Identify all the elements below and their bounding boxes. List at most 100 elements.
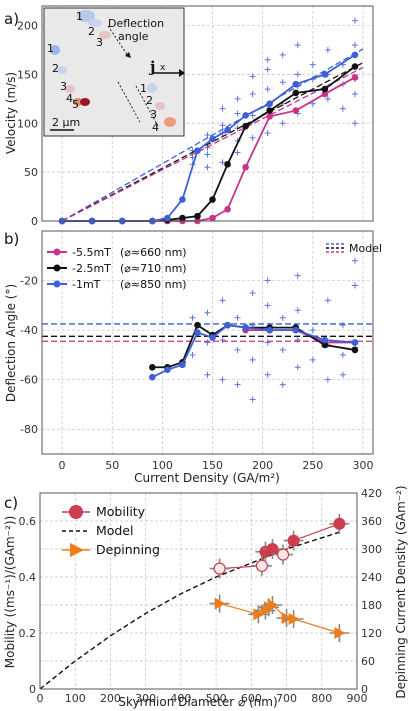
panel-b-scatter-point xyxy=(324,376,331,383)
panel-b-series xyxy=(149,321,359,381)
panel-a-data-point xyxy=(351,51,359,59)
panel-c-y-ticks: 0 0.2 0.4 0.6 xyxy=(19,515,37,696)
panel-c-ytick-right-label: 420 xyxy=(361,487,382,500)
panel-a-data-point xyxy=(179,214,186,222)
legend-depinning-label: Depinning xyxy=(96,542,160,557)
legend-model-label: Model xyxy=(96,523,134,538)
panel-a-data-point xyxy=(242,122,249,130)
panel-b-scatter-point xyxy=(339,371,346,378)
panel-a-ylabel: Velocity (m/s) xyxy=(4,72,18,154)
panel-c-mobility-point xyxy=(213,562,226,575)
panel-b-frame xyxy=(41,230,374,455)
panel-a-scatter-point xyxy=(204,144,211,151)
inset-skyrmion xyxy=(88,19,102,27)
panel-a-scatter-point xyxy=(351,17,358,24)
panel-a-scatter-point xyxy=(264,56,271,63)
panel-c-model-line xyxy=(39,531,340,690)
panel-b-scatter-point xyxy=(249,396,256,403)
panel-b-ytick-label: -80 xyxy=(20,423,38,436)
inset-skyrmion xyxy=(77,10,95,22)
panel-a-data-point xyxy=(194,212,201,220)
panel-a-scatter-point xyxy=(351,120,358,127)
inset-title-line2: angle xyxy=(118,30,149,43)
panel-b-scatter-point xyxy=(309,327,316,334)
panel-a-scatter-point xyxy=(219,122,226,129)
panel-a-scatter-point xyxy=(324,95,331,102)
inset-frame-number: 1 xyxy=(76,10,83,23)
panel-a-scatter-point xyxy=(264,130,271,137)
panel-a-data-point xyxy=(194,147,201,154)
panel-b-scatter-point xyxy=(351,257,358,264)
panel-a-scatter-point xyxy=(234,110,241,117)
panel-b-data-point xyxy=(179,361,186,369)
panel-b-scatter-point xyxy=(294,364,301,371)
panel-a-scatter-point xyxy=(324,46,331,53)
panel-c-xtick-label: 400 xyxy=(170,692,191,705)
panel-b-data-point xyxy=(321,341,329,349)
panel-a-scatter-point xyxy=(264,66,271,73)
legend-marker-5p5mT xyxy=(53,248,61,256)
inset-skyrmion xyxy=(50,45,60,55)
inset-frame-number: 3 xyxy=(96,36,103,49)
inset-skyrmion xyxy=(57,66,67,74)
panel-a-frame xyxy=(41,5,374,222)
panel-b-data-point xyxy=(266,326,273,334)
panel-a-scatter-point xyxy=(309,61,316,68)
legend-diameter-2p5mT: (⌀≈710 nm) xyxy=(120,262,187,275)
legend-label-1mT: -1mT xyxy=(72,278,101,291)
inset-current-symbol: j xyxy=(148,58,155,76)
inset-frame-number: 2 xyxy=(146,94,153,107)
inset-skyrmion xyxy=(73,98,83,106)
panel-a-scatter-point xyxy=(294,71,301,78)
legend-mobility-label: Mobility xyxy=(96,504,146,519)
inset-frame-number: 4 xyxy=(152,121,159,134)
panel-c-ylabel-right: Depinning Current Density (GAm⁻²) xyxy=(394,485,408,698)
panel-c-ytick-right-label: 360 xyxy=(361,515,382,528)
panel-c-ytick-right-label: 120 xyxy=(361,627,382,640)
panel-a-scatter-point xyxy=(249,73,256,80)
panel-a-scatter-point xyxy=(234,95,241,102)
inset-image: Deflection angle 1 2 3 1 2 3 4 5 1 2 3 4… xyxy=(43,7,185,137)
panel-b-scatter-point xyxy=(249,289,256,296)
panel-a-data-point xyxy=(266,100,273,108)
inset-skyrmion xyxy=(147,83,157,93)
panel-b-scatter-point xyxy=(294,307,301,314)
panel-b-scatter-point xyxy=(249,356,256,363)
inset-frame-number: 2 xyxy=(88,25,95,38)
panel-b-data-point xyxy=(149,363,156,371)
inset-frame-number: 4 xyxy=(66,92,73,105)
panel-b-xtick-label: 0 xyxy=(59,459,66,472)
panel-c-mobility-line xyxy=(219,523,340,570)
panel-a-data-point xyxy=(224,205,231,213)
panel-a-scatter-point xyxy=(279,120,286,127)
panel-a-scatter-point xyxy=(294,42,301,49)
legend-diameter-5p5mT: (⌀≈660 nm) xyxy=(120,246,187,259)
panel-c-ytick-right-label: 240 xyxy=(361,571,382,584)
panel-b-xlabel: Current Density (GA/m²) xyxy=(134,471,280,485)
panel-b-ytick-label: -40 xyxy=(20,324,38,337)
inset-frame-number: 3 xyxy=(150,108,157,121)
panel-a-y-ticks: 0 50 100 150 200 xyxy=(17,20,38,228)
legend-mobility-marker xyxy=(69,505,83,519)
panel-b-scatter-point xyxy=(234,314,241,321)
panel-a-data-point xyxy=(351,63,359,70)
panel-c-xtick-label: 900 xyxy=(347,692,368,705)
panel-b-scatter-point xyxy=(309,356,316,363)
panel-c-frame xyxy=(39,492,358,690)
panel-a-data-point xyxy=(164,214,171,222)
inset-scale-label: 2 μm xyxy=(52,116,80,129)
inset-current-arrowhead xyxy=(179,69,185,77)
panel-b-scatter-point xyxy=(264,339,271,346)
panel-a-data-point xyxy=(266,113,273,120)
panel-b-scatter-point xyxy=(324,297,331,304)
panel-c-depinning-point xyxy=(214,597,226,610)
panel-b-data-point xyxy=(292,326,300,334)
panel-a-scatter-point xyxy=(234,149,241,156)
panel-b-grid xyxy=(42,231,373,454)
panel-c-xlabel: Skyrmion Diameter ⌀ (nm) xyxy=(118,695,277,709)
panel-b-scatter-point xyxy=(219,297,226,304)
panel-b-x-ticks: 0 50 100 150 200 250 300 xyxy=(59,459,374,472)
panel-a-data-point xyxy=(224,161,231,168)
panel-a-data-point xyxy=(266,107,273,114)
panel-c-series xyxy=(39,513,350,690)
